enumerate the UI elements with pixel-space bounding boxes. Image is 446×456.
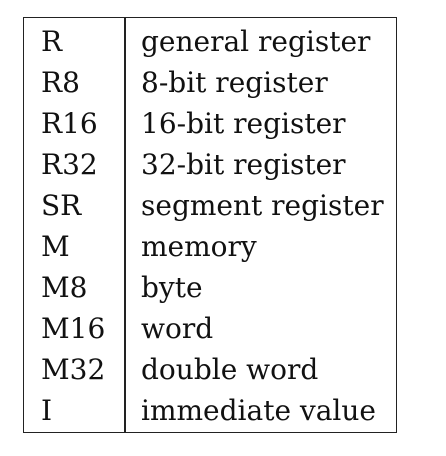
- abbreviation-cell: M32: [41, 352, 106, 386]
- abbreviation-cell: M: [41, 229, 70, 263]
- table-row: I immediate value: [24, 390, 396, 431]
- abbreviation-cell: R: [41, 24, 63, 58]
- abbreviation-cell: I: [41, 393, 53, 427]
- description-cell: 32-bit register: [141, 147, 346, 181]
- column-divider: [124, 18, 126, 432]
- table-row: M memory: [24, 226, 396, 267]
- description-cell: immediate value: [141, 393, 376, 427]
- notation-table: R general register R8 8-bit register R16…: [23, 17, 397, 433]
- table-row: M16 word: [24, 308, 396, 349]
- abbreviation-cell: R8: [41, 65, 80, 99]
- description-cell: byte: [141, 270, 203, 304]
- description-cell: memory: [141, 229, 257, 263]
- table-row: SR segment register: [24, 185, 396, 226]
- description-cell: word: [141, 311, 214, 345]
- abbreviation-cell: R16: [41, 106, 98, 140]
- description-cell: 8-bit register: [141, 65, 328, 99]
- description-cell: 16-bit register: [141, 106, 346, 140]
- abbreviation-cell: M16: [41, 311, 106, 345]
- description-cell: segment register: [141, 188, 384, 222]
- abbreviation-cell: R32: [41, 147, 98, 181]
- table-row: R8 8-bit register: [24, 62, 396, 103]
- table-row: R16 16-bit register: [24, 103, 396, 144]
- table-body: R general register R8 8-bit register R16…: [24, 21, 396, 431]
- description-cell: general register: [141, 24, 371, 58]
- table-row: M32 double word: [24, 349, 396, 390]
- abbreviation-cell: M8: [41, 270, 88, 304]
- abbreviation-cell: SR: [41, 188, 82, 222]
- table-row: R32 32-bit register: [24, 144, 396, 185]
- table-row: M8 byte: [24, 267, 396, 308]
- description-cell: double word: [141, 352, 319, 386]
- table-row: R general register: [24, 21, 396, 62]
